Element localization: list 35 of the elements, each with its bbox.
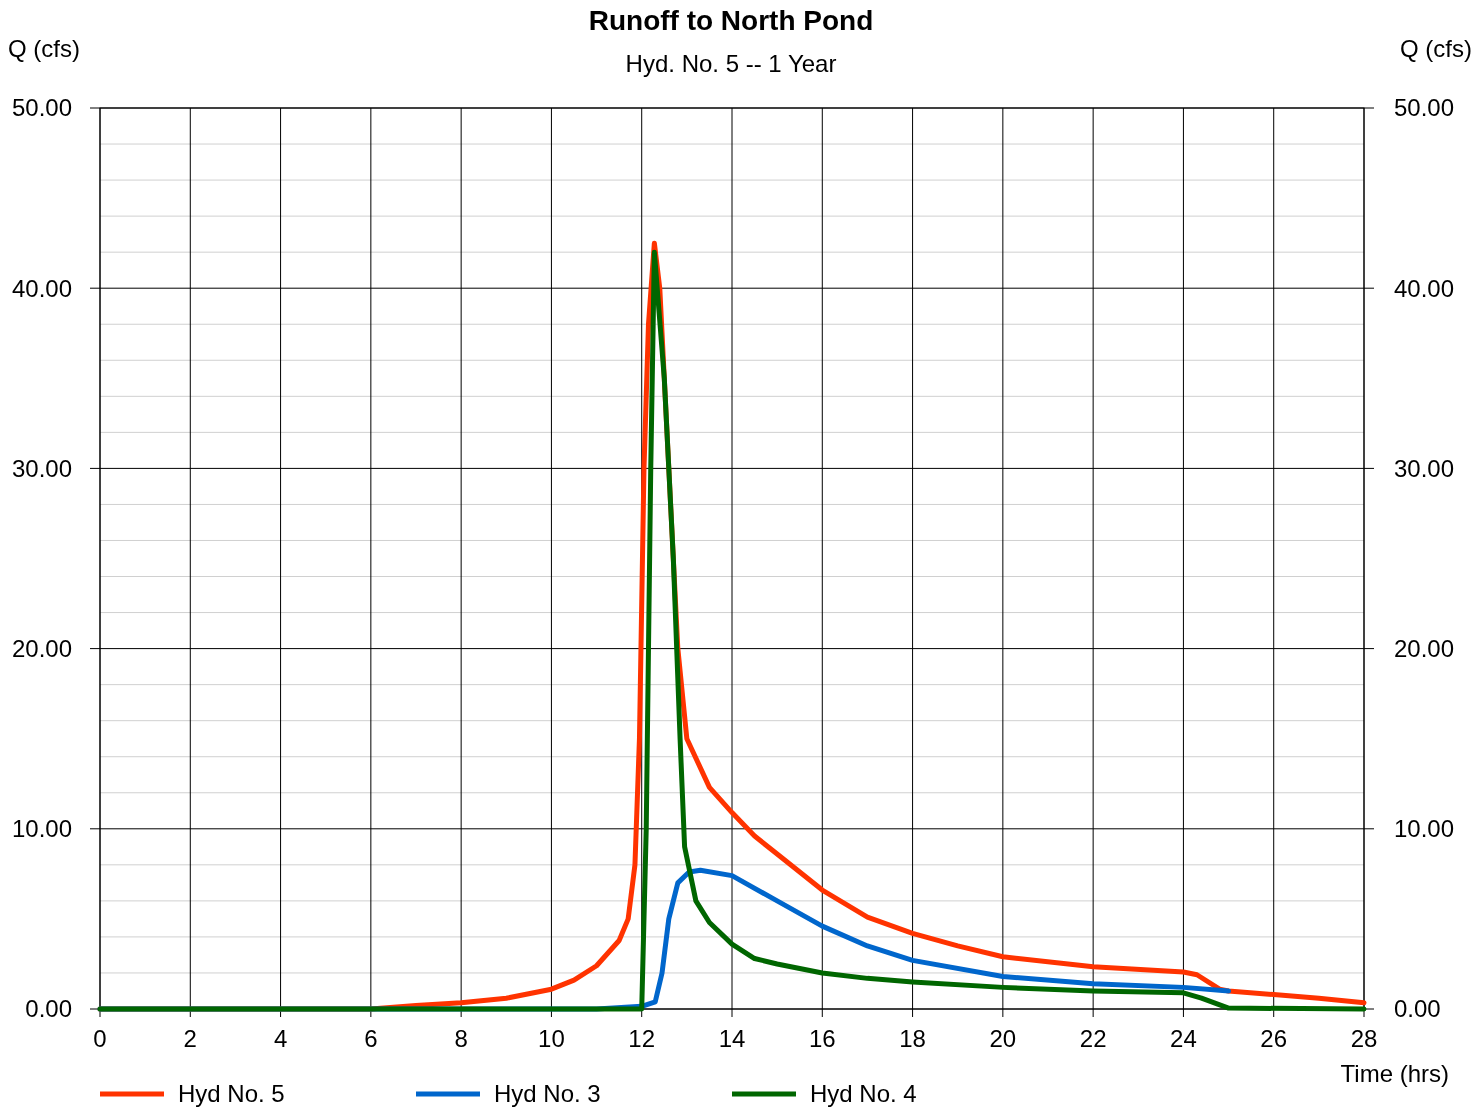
y-tick-label: 10.00 — [11, 815, 72, 843]
x-axis-title: Time (hrs) — [1340, 1060, 1449, 1087]
legend-label: Hyd No. 5 — [178, 1080, 285, 1108]
y-axis-title: Q (cfs) — [8, 35, 80, 62]
x-tick-label: 14 — [718, 1025, 746, 1052]
y2-tick-label: 0.00 — [1394, 995, 1441, 1023]
x-tick-label: 8 — [454, 1025, 468, 1052]
legend-label: Hyd No. 4 — [810, 1080, 917, 1108]
x-tick-label: 4 — [273, 1025, 288, 1052]
x-tick-label: 16 — [808, 1025, 836, 1052]
y2-tick-label: 10.00 — [1394, 815, 1455, 843]
y2-tick-label: 30.00 — [1394, 454, 1455, 482]
x-tick-label: 22 — [1079, 1025, 1107, 1052]
chart-title: Runoff to North Pond — [588, 5, 874, 36]
x-tick-label: 26 — [1260, 1025, 1288, 1052]
x-tick-label: 12 — [628, 1025, 656, 1052]
x-tick-label: 24 — [1170, 1025, 1197, 1052]
y2-tick-label: 50.00 — [1394, 94, 1455, 122]
y-tick-label: 40.00 — [11, 274, 72, 302]
x-tick-label: 2 — [183, 1025, 197, 1052]
chart-subtitle: Hyd. No. 5 -- 1 Year — [625, 50, 837, 77]
y2-axis-title: Q (cfs) — [1400, 35, 1472, 62]
legend-label: Hyd No. 3 — [494, 1080, 601, 1108]
x-tick-label: 18 — [899, 1025, 926, 1052]
x-tick-label: 28 — [1350, 1025, 1378, 1052]
y2-tick-label: 20.00 — [1394, 635, 1455, 662]
x-tick-label: 20 — [989, 1025, 1017, 1052]
x-tick-label: 10 — [538, 1025, 565, 1052]
y-tick-label: 50.00 — [11, 94, 72, 122]
y-tick-label: 20.00 — [11, 635, 72, 662]
y-tick-label: 30.00 — [11, 454, 72, 482]
y-tick-label: 0.00 — [25, 995, 72, 1023]
y2-tick-label: 40.00 — [1394, 274, 1455, 302]
x-tick-label: 6 — [364, 1025, 378, 1052]
x-tick-label: 0 — [93, 1025, 107, 1052]
